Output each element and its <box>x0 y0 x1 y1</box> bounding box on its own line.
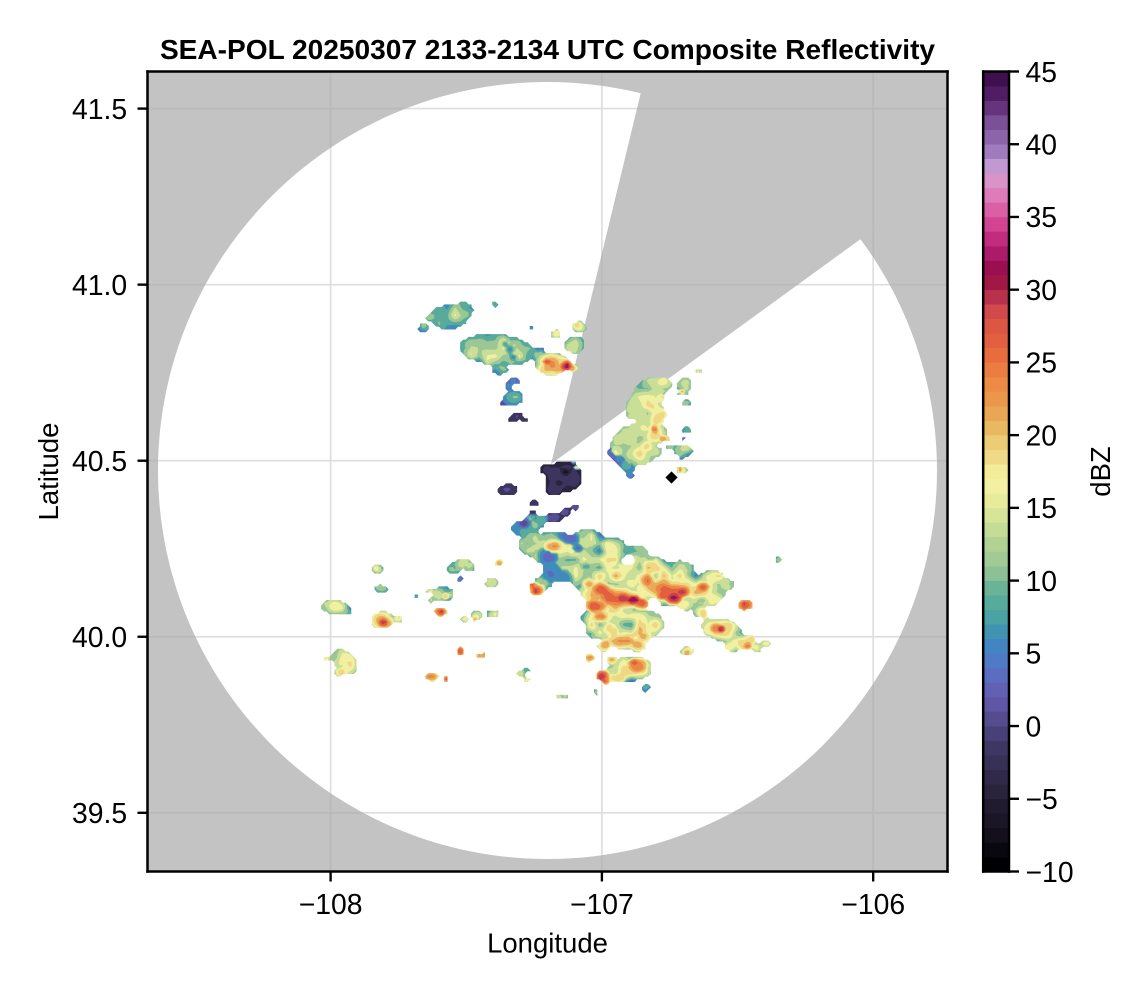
svg-text:15: 15 <box>1026 493 1058 525</box>
svg-text:−5: −5 <box>1026 784 1058 816</box>
svg-text:20: 20 <box>1026 420 1058 452</box>
svg-text:41.5: 41.5 <box>72 94 127 126</box>
svg-text:Latitude: Latitude <box>33 423 64 521</box>
svg-text:−108: −108 <box>299 889 363 921</box>
svg-text:40.5: 40.5 <box>72 446 127 478</box>
svg-text:39.5: 39.5 <box>72 798 127 830</box>
svg-text:10: 10 <box>1026 566 1058 598</box>
svg-text:40.0: 40.0 <box>72 622 127 654</box>
svg-text:40: 40 <box>1026 129 1058 161</box>
svg-text:45: 45 <box>1026 57 1058 89</box>
svg-text:30: 30 <box>1026 275 1058 307</box>
svg-text:−106: −106 <box>841 889 905 921</box>
svg-text:−10: −10 <box>1026 857 1074 889</box>
svg-text:dBZ: dBZ <box>1085 446 1116 496</box>
svg-text:25: 25 <box>1026 348 1058 380</box>
svg-text:Longitude: Longitude <box>487 927 608 958</box>
svg-text:41.0: 41.0 <box>72 270 127 302</box>
svg-text:0: 0 <box>1026 711 1042 743</box>
svg-text:5: 5 <box>1026 639 1042 671</box>
svg-text:SEA-POL 20250307 2133-2134 UTC: SEA-POL 20250307 2133-2134 UTC Composite… <box>160 34 935 65</box>
svg-text:−107: −107 <box>570 889 634 921</box>
svg-text:35: 35 <box>1026 202 1058 234</box>
